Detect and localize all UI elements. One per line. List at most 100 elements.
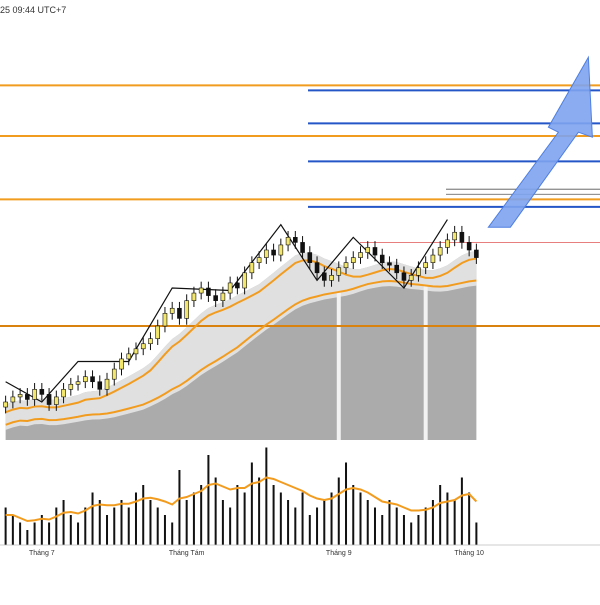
candle-body <box>198 287 204 294</box>
volume-bar <box>163 515 166 545</box>
volume-bar <box>91 492 94 545</box>
candle-body <box>423 262 428 269</box>
candle-body <box>39 389 45 395</box>
candle-body <box>97 381 103 390</box>
volume-bar <box>431 500 434 545</box>
volume-bar <box>11 515 14 545</box>
volume-bar <box>33 522 36 545</box>
volume-bar <box>475 522 478 545</box>
candle-body <box>264 249 269 258</box>
candle-body <box>394 264 400 274</box>
volume-bar <box>258 477 261 545</box>
candle-body <box>249 262 255 274</box>
volume-bar <box>26 530 29 545</box>
x-axis-tick-label: Tháng 9 <box>326 550 352 557</box>
volume-bar <box>468 492 471 545</box>
volume-bar <box>229 507 232 545</box>
candle-body <box>10 396 16 403</box>
candle-body <box>445 239 450 248</box>
volume-bar <box>192 492 195 545</box>
candle-body <box>336 267 342 276</box>
candle-body <box>329 275 334 281</box>
volume-bar <box>301 492 304 545</box>
cloud-band <box>5 250 477 430</box>
trend-arrow <box>487 55 593 228</box>
candle-body <box>54 396 59 405</box>
volume-bar <box>352 485 355 545</box>
volume-bar <box>345 462 348 545</box>
candle-body <box>119 358 124 370</box>
volume-bar <box>446 492 449 545</box>
volume-bar <box>142 485 145 545</box>
volume-bar <box>388 500 391 545</box>
volume-bar <box>265 447 268 545</box>
candle-body <box>416 267 421 276</box>
candle-body <box>300 242 305 253</box>
candle-body <box>82 376 88 383</box>
candle-body <box>184 300 189 319</box>
candle-body <box>104 378 110 390</box>
candle-body <box>68 383 74 390</box>
candle-body <box>285 237 291 246</box>
candle-body <box>162 313 168 327</box>
candle-body <box>350 257 356 263</box>
volume-bar <box>221 500 224 545</box>
volume-bar <box>395 507 398 545</box>
candle-body <box>387 262 392 266</box>
volume-bar <box>207 455 210 545</box>
volume-bar <box>373 507 376 545</box>
volume-bar <box>55 507 58 545</box>
candle-body <box>430 254 436 263</box>
volume-bar <box>178 470 181 545</box>
candle-body <box>75 381 81 385</box>
candle-body <box>191 292 197 301</box>
volume-bar <box>337 477 340 545</box>
volume-bar <box>410 522 413 545</box>
volume-bar <box>402 515 405 545</box>
volume-bar <box>294 507 297 545</box>
x-axis-tick-label: Tháng Tám <box>169 550 205 557</box>
candle-body <box>358 252 363 258</box>
candle-body <box>343 262 349 269</box>
volume-bar <box>236 485 239 545</box>
volume-bar <box>439 485 442 545</box>
candle-body <box>314 262 320 274</box>
volume-bar <box>185 500 188 545</box>
candle-body <box>242 272 247 289</box>
candle-body <box>256 257 262 263</box>
candle-body <box>126 353 132 360</box>
volume-bar <box>272 485 275 545</box>
x-axis-tick-label: Tháng 7 <box>29 550 55 557</box>
candle-body <box>111 368 117 380</box>
candle-body <box>90 376 95 383</box>
volume-bar <box>214 477 217 545</box>
volume-bar <box>106 515 109 545</box>
candle-body <box>140 343 146 350</box>
candle-body <box>474 249 479 258</box>
candle-body <box>46 394 52 405</box>
candle-body <box>293 237 298 243</box>
candle-body <box>235 282 240 289</box>
volume-bar <box>417 515 420 545</box>
volume-bar <box>62 500 65 545</box>
arrow-layer <box>487 55 593 228</box>
candle-body <box>452 231 457 241</box>
x-axis-tick-label: Tháng 10 <box>454 550 484 557</box>
candle-body <box>379 254 385 263</box>
candle-body <box>227 282 233 294</box>
volume-bar <box>40 515 43 545</box>
volume-bar <box>250 462 253 545</box>
volume-bar <box>113 507 116 545</box>
candle-body <box>365 247 371 253</box>
volume-bar <box>366 500 369 545</box>
volume-bar <box>77 522 80 545</box>
volume-bar <box>120 500 123 545</box>
volume-bar <box>84 507 87 545</box>
volume-bar <box>453 500 456 545</box>
cloud-stripe <box>423 285 428 440</box>
volume-bar <box>156 507 159 545</box>
volume-bar <box>330 492 333 545</box>
candle-body <box>466 242 472 251</box>
volume-bar <box>171 522 174 545</box>
